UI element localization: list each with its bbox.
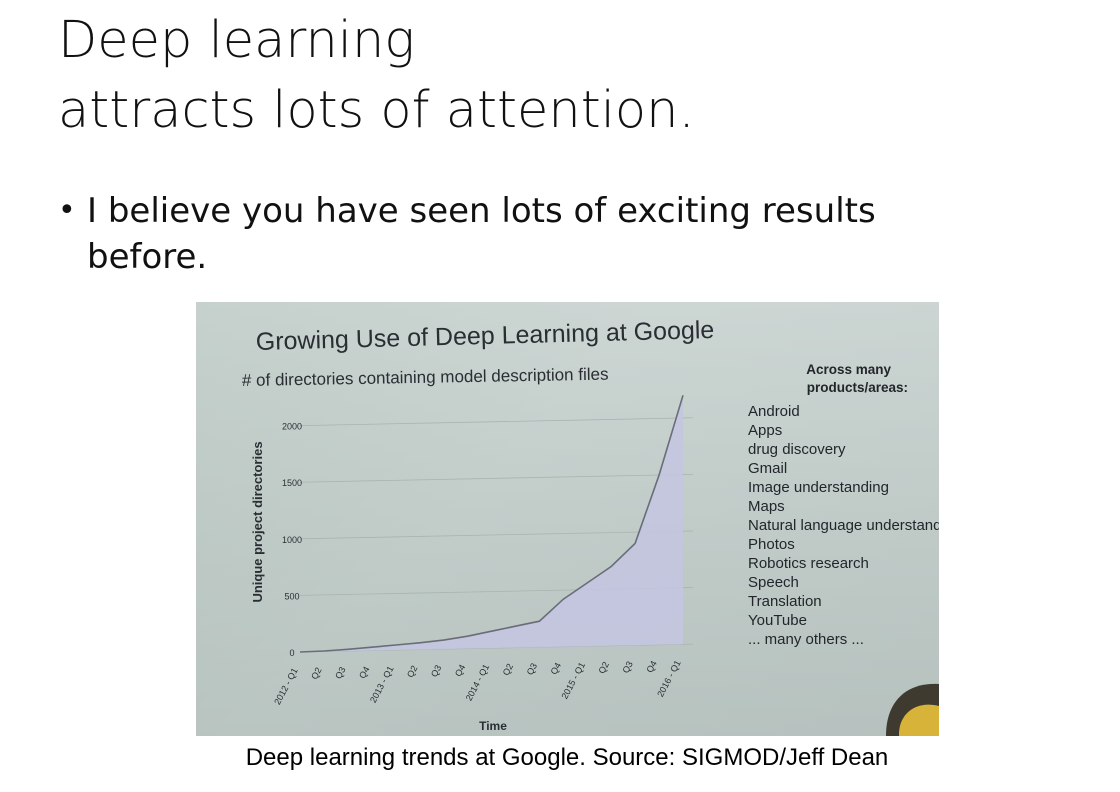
x-tick-13: Q2 <box>596 660 610 675</box>
x-tick-15: Q4 <box>644 659 658 674</box>
x-axis-label: Time <box>479 719 507 733</box>
product-item: YouTube <box>748 612 807 629</box>
side-heading-line-1: Across many <box>806 362 891 377</box>
product-item: Translation <box>748 593 822 610</box>
gridline-1500 <box>299 473 694 483</box>
gridline-1000 <box>299 530 694 540</box>
x-tick-11: Q4 <box>549 661 563 676</box>
slide-title-line-2: attracts lots of attention. <box>58 81 695 140</box>
y-tick-1000: 1000 <box>282 535 302 545</box>
x-tick-10: Q3 <box>525 661 539 676</box>
x-tick-2: Q3 <box>333 665 347 680</box>
photo-background <box>196 302 939 736</box>
product-item: ... many others ... <box>748 631 864 648</box>
product-item: Robotics research <box>748 555 869 572</box>
product-item: Photos <box>748 536 795 553</box>
y-tick-500: 500 <box>284 591 299 601</box>
data-area <box>300 395 683 652</box>
slide-title: Deep learning attracts lots of attention… <box>58 6 1058 146</box>
data-line <box>299 395 684 653</box>
chart-photo: Growing Use of Deep Learning at Google #… <box>196 302 939 736</box>
gridline-0 <box>299 643 694 653</box>
product-item: Maps <box>748 498 785 515</box>
product-item: Natural language understanding <box>748 517 939 534</box>
x-tick-7: Q4 <box>453 663 467 678</box>
bullet-dot-icon: • <box>58 193 76 228</box>
x-tick-9: Q2 <box>501 662 515 677</box>
bullet-text: I believe you have seen lots of exciting… <box>87 191 876 277</box>
product-item: drug discovery <box>748 441 846 458</box>
side-heading-line-2: products/areas: <box>807 380 908 395</box>
chart-svg: Growing Use of Deep Learning at Google #… <box>196 302 939 736</box>
gridline-2000 <box>299 417 694 427</box>
chart-gridlines <box>299 417 694 653</box>
products-list: Android Apps drug discovery Gmail Image unde… <box>748 403 939 648</box>
x-tick-1: Q2 <box>309 666 323 681</box>
product-item: Apps <box>748 422 782 439</box>
product-item: Image understanding <box>748 479 889 496</box>
x-tick-3: Q4 <box>357 665 371 680</box>
y-tick-2000: 2000 <box>282 422 302 432</box>
x-tick-6: Q3 <box>429 663 443 678</box>
product-item: Android <box>748 403 800 420</box>
product-item: Speech <box>748 574 799 591</box>
yellow-blob <box>898 704 939 736</box>
x-tick-14: Q3 <box>620 660 634 675</box>
y-tick-1500: 1500 <box>282 478 302 488</box>
y-axis-label: Unique project directories <box>250 441 265 602</box>
y-tick-labels: 0 500 1000 1500 2000 <box>282 422 302 658</box>
figure-caption: Deep learning trends at Google. Source: … <box>245 744 889 771</box>
x-tick-5: Q2 <box>405 664 419 679</box>
y-tick-0: 0 <box>289 648 294 658</box>
product-item: Gmail <box>748 460 787 477</box>
slide-title-line-1: Deep learning <box>58 11 415 70</box>
